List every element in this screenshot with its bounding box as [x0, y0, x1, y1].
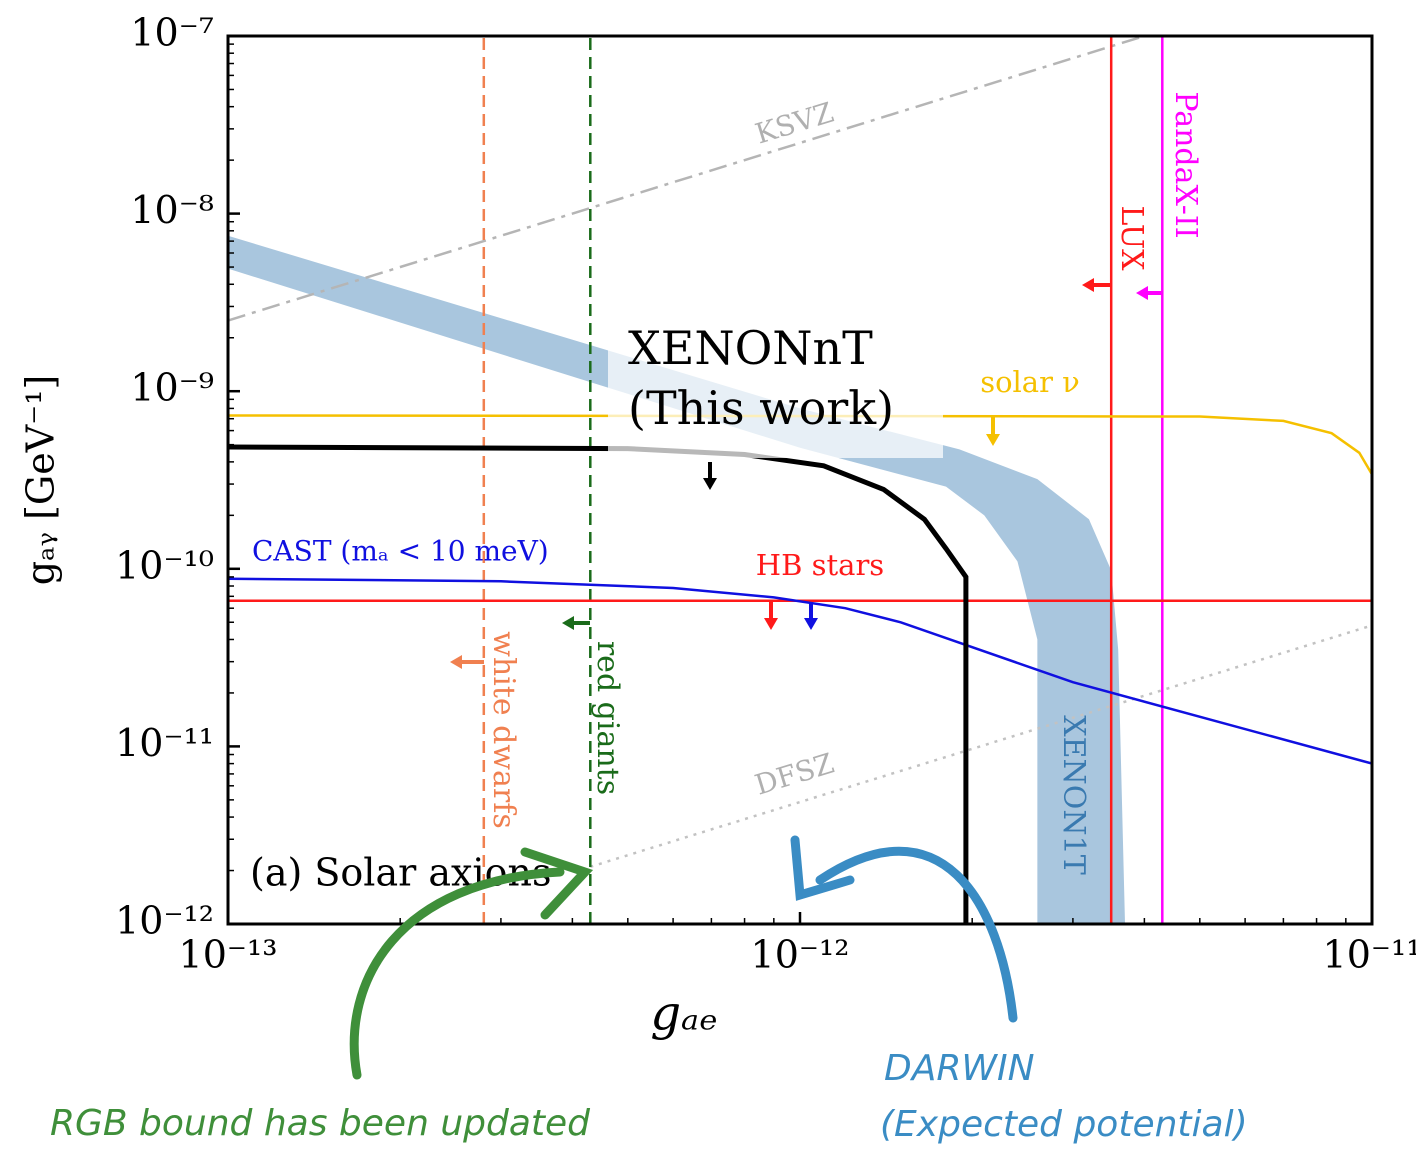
x-axis-title: gₐₑ — [650, 986, 717, 1042]
line-label: white dwarfs — [486, 631, 521, 829]
panel-label: (a) Solar axions — [250, 851, 551, 895]
band-label: XENON1T — [1056, 715, 1091, 874]
line-label: LUX — [1114, 206, 1149, 272]
series-line — [228, 579, 1372, 764]
arrow-head — [804, 618, 818, 630]
arrow-head — [986, 434, 1000, 446]
arrow-head — [562, 616, 574, 630]
arrow-head — [450, 655, 462, 669]
line-label: HB stars — [756, 548, 884, 582]
arrow-head — [764, 618, 778, 630]
y-tick-label: 10⁻⁹ — [130, 366, 214, 410]
y-tick-label: 10⁻⁸ — [130, 188, 214, 232]
series-line — [590, 625, 1372, 866]
chart: 10⁻¹³10⁻¹²10⁻¹¹10⁻¹²10⁻¹¹10⁻¹⁰10⁻⁹10⁻⁸10… — [0, 0, 1416, 1150]
x-tick-label: 10⁻¹² — [751, 933, 850, 977]
line-label: XENONnT — [628, 321, 873, 375]
arrow-head — [703, 478, 717, 490]
arrow-head — [1136, 286, 1148, 300]
annotation: (Expected potential) — [880, 1104, 1248, 1145]
annotation: (This work) — [628, 381, 894, 435]
line-label: PandaX-II — [1168, 91, 1203, 238]
y-axis-title: gₐᵧ [GeV⁻¹] — [19, 375, 63, 586]
hand-arrow — [354, 872, 560, 1075]
y-tick-label: 10⁻¹² — [115, 899, 214, 943]
arrow-head — [1082, 278, 1094, 292]
annotation: RGB bound has been updated — [50, 1103, 591, 1144]
annotation: DARWIN — [884, 1048, 1035, 1089]
line-label: CAST (mₐ < 10 meV) — [252, 535, 549, 568]
line-label: red giants — [590, 641, 625, 795]
y-tick-label: 10⁻¹¹ — [115, 721, 214, 765]
y-tick-label: 10⁻¹⁰ — [115, 543, 214, 587]
x-tick-label: 10⁻¹¹ — [1323, 933, 1416, 977]
line-label: KSVZ — [751, 96, 837, 151]
line-label: solar ν — [980, 365, 1080, 399]
y-tick-label: 10⁻⁷ — [130, 11, 214, 55]
